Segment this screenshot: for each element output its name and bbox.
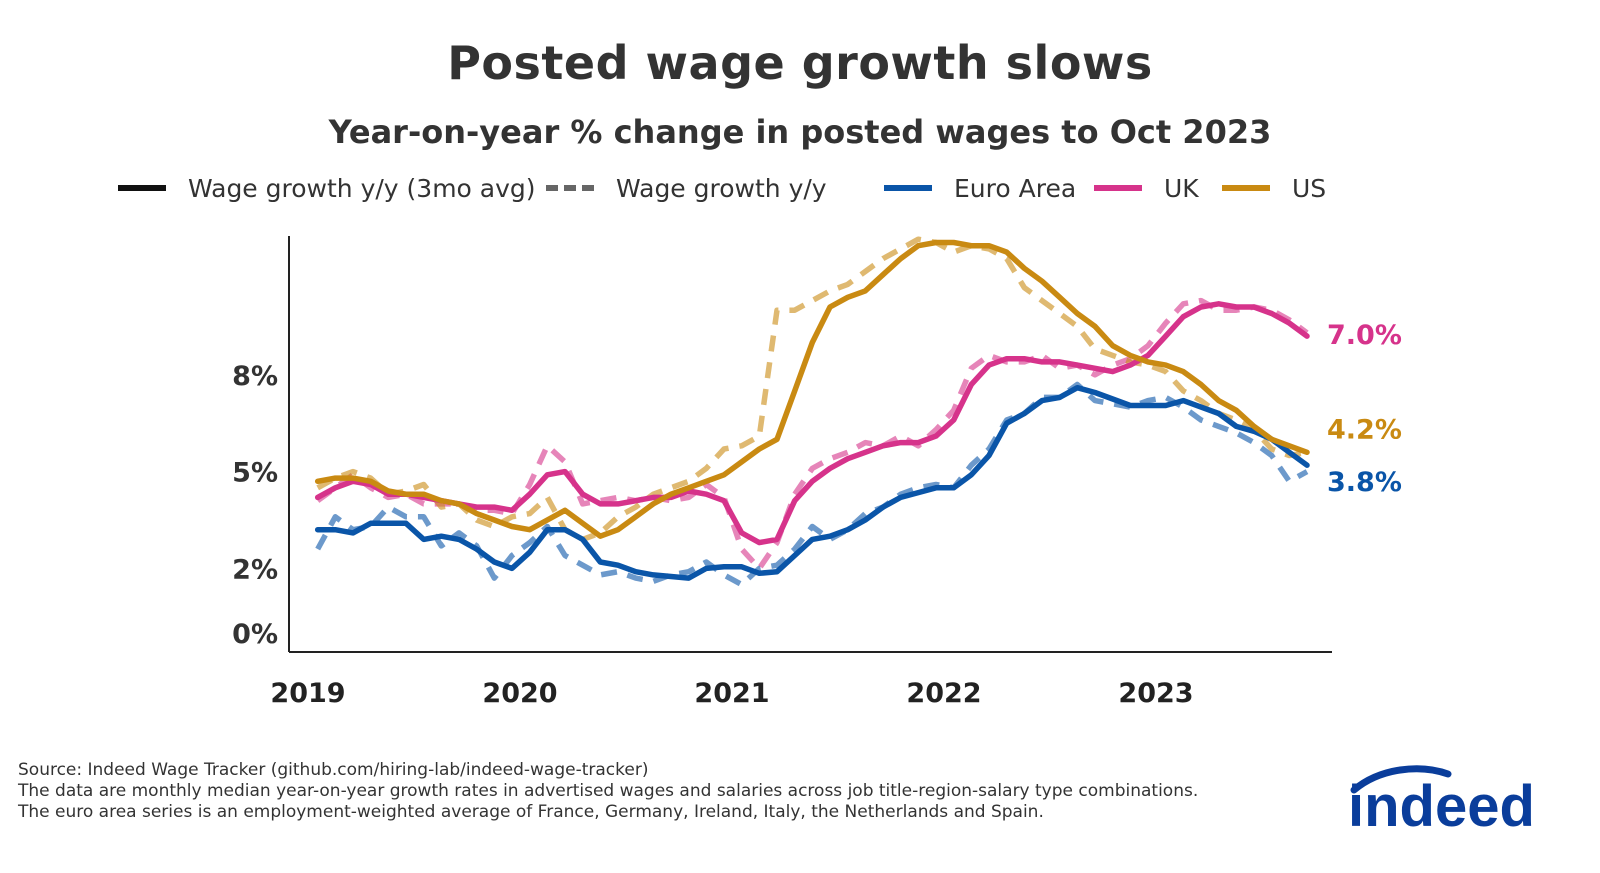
x-tick-label: 2022 xyxy=(906,678,981,709)
legend: Wage growth y/y (3mo avg) Wage growth y/… xyxy=(0,168,1600,208)
axes-layer: 0% 2% 5% 8% 2019 2020 2021 2022 2023 xyxy=(232,236,1332,709)
end-label-uk: 7.0% xyxy=(1327,320,1402,351)
legend-euro-swatch xyxy=(884,185,932,191)
legend-label: Wage growth y/y (3mo avg) xyxy=(188,173,536,203)
legend-dashed-swatch xyxy=(546,185,594,191)
legend-item-3mo-avg: Wage growth y/y (3mo avg) xyxy=(118,168,536,208)
chart-title: Posted wage growth slows xyxy=(447,36,1153,90)
source-line: Source: Indeed Wage Tracker (github.com/… xyxy=(18,760,649,780)
legend-us-swatch xyxy=(1222,185,1270,191)
labels-layer: 7.0% 4.2% 3.8% xyxy=(1327,320,1402,498)
series-line-euro-area-solid xyxy=(314,384,1310,581)
series-layer xyxy=(314,236,1310,588)
methodology-line: The data are monthly median year-on-year… xyxy=(18,781,1199,801)
legend-label: UK xyxy=(1164,173,1199,203)
x-tick-label: 2020 xyxy=(482,678,557,709)
y-tick-label: 5% xyxy=(232,458,278,489)
series-line-us-solid xyxy=(314,239,1310,539)
euro-area-note-line: The euro area series is an employment-we… xyxy=(18,802,1044,822)
logo-arc xyxy=(1350,765,1452,794)
x-tick-label: 2019 xyxy=(270,678,345,709)
legend-item-euro-area: Euro Area xyxy=(884,168,1076,208)
y-tick-label: 8% xyxy=(232,361,278,392)
legend-label: US xyxy=(1292,173,1327,203)
y-tick-label: 2% xyxy=(232,554,278,585)
legend-item-us: US xyxy=(1222,168,1326,208)
legend-item-uk: UK xyxy=(1094,168,1199,208)
logo-text: indeed xyxy=(1348,774,1535,839)
chart-subtitle: Year-on-year % change in posted wages to… xyxy=(328,113,1272,151)
x-tick-label: 2021 xyxy=(694,678,769,709)
indeed-logo: indeed xyxy=(1348,765,1535,839)
series-line-uk-dashed xyxy=(316,297,1309,572)
legend-label: Euro Area xyxy=(954,173,1077,203)
legend-solid-swatch xyxy=(118,185,166,191)
legend-label: Wage growth y/y xyxy=(616,173,827,203)
y-tick-label: 0% xyxy=(232,619,278,650)
legend-item-yy: Wage growth y/y xyxy=(546,168,827,208)
legend-uk-swatch xyxy=(1094,185,1142,191)
end-label-us: 4.2% xyxy=(1327,414,1402,445)
series-line-us-dashed xyxy=(316,236,1308,543)
source-note: Source: Indeed Wage Tracker (github.com/… xyxy=(18,760,1198,823)
x-tick-label: 2023 xyxy=(1118,678,1193,709)
end-label-euro-area: 3.8% xyxy=(1327,467,1402,498)
